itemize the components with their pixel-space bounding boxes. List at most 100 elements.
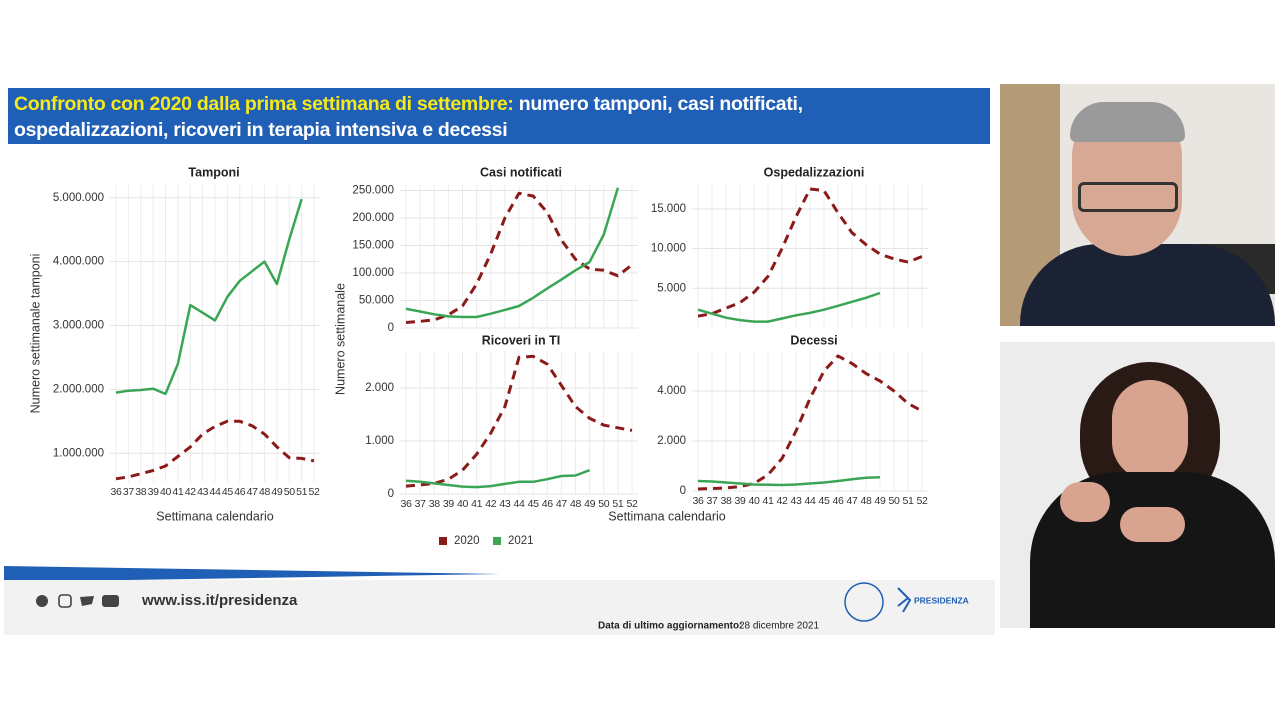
x-tick-label: 42: [185, 486, 196, 498]
x-tick-label: 52: [309, 486, 320, 498]
x-tick-label: 39: [735, 495, 746, 507]
y-tick-label: 3.000.000: [53, 320, 104, 332]
x-tick-label: 47: [556, 498, 567, 510]
x-tick-label: 46: [833, 495, 844, 507]
chart-title: Tamponi: [188, 165, 239, 179]
x-tick-label: 43: [499, 498, 510, 510]
series-line: [697, 291, 881, 323]
x-tick-label: 41: [172, 486, 183, 498]
y-tick-label: 10.000: [651, 243, 686, 255]
y-tick-label: 100.000: [352, 267, 394, 279]
chart-title: Casi notificati: [480, 165, 562, 179]
y-tick-label: 5.000.000: [53, 192, 104, 204]
footer-stripe: [4, 566, 500, 582]
y-tick-label: 2.000.000: [53, 383, 104, 395]
x-tick-label: 49: [875, 495, 886, 507]
iss-logo: [844, 582, 884, 622]
x-tick-label: 43: [791, 495, 802, 507]
y-tick-label: 2.000: [365, 382, 394, 394]
x-tick-label: 37: [415, 498, 426, 510]
chart-title: Ricoveri in TI: [482, 333, 561, 347]
x-tick-label: 39: [148, 486, 159, 498]
x-tick-label: 36: [111, 486, 122, 498]
x-tick-label: 46: [234, 486, 245, 498]
y-tick-label: 5.000: [657, 282, 686, 294]
chart-title: Ospedalizzazioni: [764, 165, 865, 179]
slide: Numero settimanale Settimana calendario …: [4, 165, 995, 635]
x-tick-label: 48: [570, 498, 581, 510]
series-line: [405, 469, 591, 489]
y-tick-label: 150.000: [352, 240, 394, 252]
y-axis-label: Numero settimanale tamponi: [28, 254, 42, 414]
y-tick-label: 50.000: [359, 295, 394, 307]
series-line: [115, 419, 315, 481]
y-tick-label: 250.000: [352, 185, 394, 197]
series-line: [115, 198, 303, 396]
x-tick-label: 40: [749, 495, 760, 507]
x-tick-label: 45: [222, 486, 233, 498]
footer: [4, 580, 995, 635]
x-axis-label: Settimana calendario: [608, 509, 725, 523]
x-tick-label: 49: [271, 486, 282, 498]
x-tick-label: 52: [917, 495, 928, 507]
x-tick-label: 38: [429, 498, 440, 510]
x-tick-label: 47: [847, 495, 858, 507]
x-tick-label: 43: [197, 486, 208, 498]
x-tick-label: 44: [210, 486, 221, 498]
y-tick-label: 4.000.000: [53, 256, 104, 268]
y-tick-label: 1.000.000: [53, 447, 104, 459]
interpreter-video: [1000, 342, 1275, 628]
facebook-icon[interactable]: [36, 595, 48, 607]
x-tick-label: 50: [284, 486, 295, 498]
y-tick-label: 0: [388, 322, 394, 334]
y-tick-label: 2.000: [657, 435, 686, 447]
update-date: 28 dicembre 2021: [739, 621, 819, 632]
x-tick-label: 44: [805, 495, 816, 507]
logo-text: PRESIDENZA: [914, 595, 969, 605]
y-tick-label: 4.000: [657, 385, 686, 397]
y-tick-label: 0: [680, 485, 686, 497]
x-tick-label: 41: [471, 498, 482, 510]
x-tick-label: 38: [135, 486, 146, 498]
legend-swatch: [439, 537, 447, 545]
y-tick-label: 1.000: [365, 435, 394, 447]
x-tick-label: 48: [259, 486, 270, 498]
x-tick-label: 38: [721, 495, 732, 507]
legend-label: 2021: [508, 535, 534, 547]
x-tick-label: 42: [485, 498, 496, 510]
update-label: Data di ultimo aggiornamento:: [598, 621, 742, 632]
x-tick-label: 49: [584, 498, 595, 510]
speaker-video: [1000, 84, 1275, 326]
youtube-icon[interactable]: [102, 595, 119, 607]
x-axis-label: Settimana calendario: [156, 509, 273, 523]
instagram-icon[interactable]: [58, 594, 72, 608]
x-tick-label: 52: [627, 498, 638, 510]
x-tick-label: 45: [819, 495, 830, 507]
slide-title: Confronto con 2020 dalla prima settimana…: [14, 91, 914, 143]
x-tick-label: 50: [889, 495, 900, 507]
x-tick-label: 44: [514, 498, 525, 510]
x-tick-label: 42: [777, 495, 788, 507]
x-tick-label: 51: [612, 498, 623, 510]
x-tick-label: 37: [707, 495, 718, 507]
x-tick-label: 36: [693, 495, 704, 507]
x-tick-label: 51: [296, 486, 307, 498]
x-tick-label: 40: [160, 486, 171, 498]
slide-header: Confronto con 2020 dalla prima settimana…: [8, 88, 990, 144]
series-line: [405, 354, 633, 488]
title-rest: numero tamponi, casi notificati, ospedal…: [14, 93, 803, 141]
title-highlight: Confronto con 2020 dalla prima settimana…: [14, 93, 514, 115]
footer-url[interactable]: www.iss.it/presidenza: [141, 592, 298, 609]
x-tick-label: 48: [861, 495, 872, 507]
x-tick-label: 41: [763, 495, 774, 507]
x-tick-label: 50: [598, 498, 609, 510]
x-tick-label: 47: [247, 486, 258, 498]
legend-swatch: [493, 537, 501, 545]
x-tick-label: 40: [457, 498, 468, 510]
chart-title: Decessi: [790, 333, 837, 347]
twitter-icon[interactable]: [80, 596, 94, 606]
x-tick-label: 37: [123, 486, 134, 498]
series-line: [697, 476, 881, 487]
y-tick-label: 15.000: [651, 203, 686, 215]
